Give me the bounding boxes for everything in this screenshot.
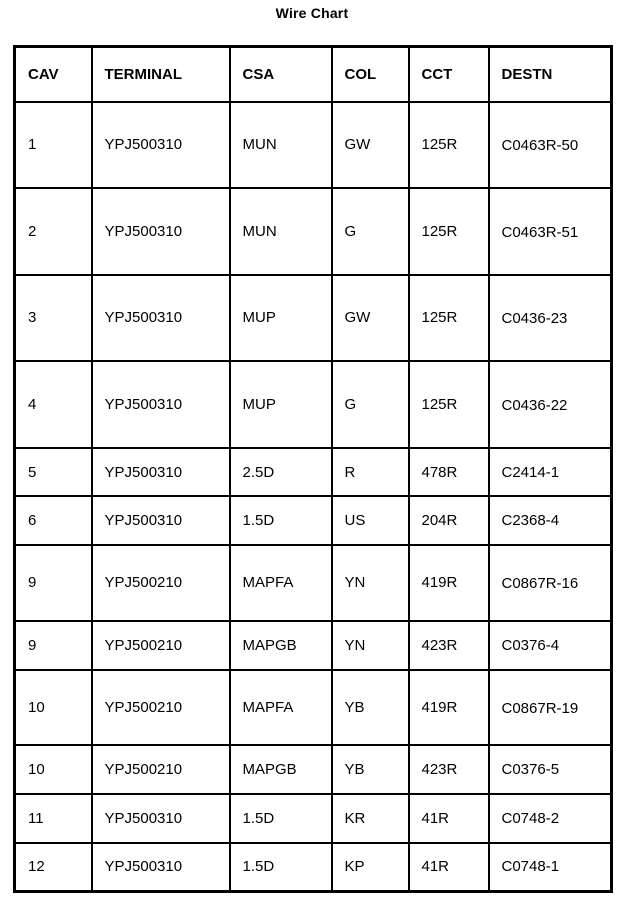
cell-cct: 478R bbox=[407, 446, 490, 498]
table-row: 11 YPJ500310 1.5D KR 41R C0748-2 bbox=[13, 792, 613, 844]
cell-terminal: YPJ500310 bbox=[90, 495, 231, 547]
cell-csa: MUN bbox=[228, 100, 333, 190]
cell-terminal: YPJ500210 bbox=[90, 668, 231, 746]
cell-cav: 10 bbox=[13, 743, 93, 795]
cell-terminal: YPJ500310 bbox=[90, 841, 231, 893]
table-row: 3 YPJ500310 MUP GW 125R C0436-23 bbox=[13, 273, 613, 363]
table-row: 12 YPJ500310 1.5D KP 41R C0748-1 bbox=[13, 841, 613, 893]
cell-cav: 6 bbox=[13, 495, 93, 547]
table-row: 9 YPJ500210 MAPFA YN 419R C0867R-16 bbox=[13, 544, 613, 622]
column-header-terminal: TERMINAL bbox=[90, 45, 231, 103]
table-header-row: CAV TERMINAL CSA COL CCT DESTN bbox=[13, 45, 613, 103]
cell-csa: MUN bbox=[228, 187, 333, 276]
cell-destn: C0463R-51 bbox=[487, 187, 613, 276]
cell-csa: MAPGB bbox=[228, 619, 333, 671]
cell-csa: MUP bbox=[228, 360, 333, 449]
cell-csa: MUP bbox=[228, 273, 333, 363]
column-header-cav: CAV bbox=[13, 45, 93, 103]
cell-destn: C2368-4 bbox=[487, 495, 613, 547]
table-row: 4 YPJ500310 MUP G 125R C0436-22 bbox=[13, 360, 613, 449]
column-header-col: COL bbox=[330, 45, 410, 103]
cell-destn: C0463R-50 bbox=[487, 100, 613, 190]
cell-col: G bbox=[330, 360, 410, 449]
cell-terminal: YPJ500310 bbox=[90, 792, 231, 844]
cell-col: G bbox=[330, 187, 410, 276]
cell-col: YB bbox=[330, 668, 410, 746]
cell-cav: 4 bbox=[13, 360, 93, 449]
page-title: Wire Chart bbox=[275, 5, 349, 21]
cell-csa: MAPFA bbox=[228, 668, 333, 746]
column-header-csa: CSA bbox=[228, 45, 333, 103]
table-row: 9 YPJ500210 MAPGB YN 423R C0376-4 bbox=[13, 619, 613, 671]
cell-cct: 423R bbox=[407, 743, 490, 795]
cell-csa: 1.5D bbox=[228, 495, 333, 547]
cell-destn: C0436-22 bbox=[487, 360, 613, 449]
cell-col: US bbox=[330, 495, 410, 547]
cell-terminal: YPJ500210 bbox=[90, 743, 231, 795]
cell-destn: C2414-1 bbox=[487, 446, 613, 498]
cell-terminal: YPJ500310 bbox=[90, 100, 231, 190]
cell-csa: MAPFA bbox=[228, 544, 333, 622]
cell-col: GW bbox=[330, 273, 410, 363]
column-header-destn: DESTN bbox=[487, 45, 613, 103]
table-row: 6 YPJ500310 1.5D US 204R C2368-4 bbox=[13, 495, 613, 547]
cell-cct: 41R bbox=[407, 841, 490, 893]
cell-destn: C0867R-16 bbox=[487, 544, 613, 622]
cell-cct: 125R bbox=[407, 360, 490, 449]
table-row: 5 YPJ500310 2.5D R 478R C2414-1 bbox=[13, 446, 613, 498]
cell-cct: 419R bbox=[407, 544, 490, 622]
cell-cct: 125R bbox=[407, 187, 490, 276]
cell-col: R bbox=[330, 446, 410, 498]
cell-destn: C0376-5 bbox=[487, 743, 613, 795]
cell-col: YN bbox=[330, 544, 410, 622]
wire-chart-table-container: CAV TERMINAL CSA COL CCT DESTN 1 YPJ50031… bbox=[13, 45, 613, 893]
cell-cct: 419R bbox=[407, 668, 490, 746]
cell-cav: 9 bbox=[13, 619, 93, 671]
cell-csa: 1.5D bbox=[228, 792, 333, 844]
cell-destn: C0376-4 bbox=[487, 619, 613, 671]
cell-cct: 423R bbox=[407, 619, 490, 671]
cell-col: YN bbox=[330, 619, 410, 671]
table-row: 10 YPJ500210 MAPGB YB 423R C0376-5 bbox=[13, 743, 613, 795]
cell-terminal: YPJ500310 bbox=[90, 273, 231, 363]
cell-cct: 125R bbox=[407, 100, 490, 190]
cell-cav: 12 bbox=[13, 841, 93, 893]
table-row: 2 YPJ500310 MUN G 125R C0463R-51 bbox=[13, 187, 613, 276]
cell-cav: 5 bbox=[13, 446, 93, 498]
cell-col: KR bbox=[330, 792, 410, 844]
cell-cav: 11 bbox=[13, 792, 93, 844]
cell-destn: C0748-1 bbox=[487, 841, 613, 893]
cell-csa: 1.5D bbox=[228, 841, 333, 893]
cell-csa: MAPGB bbox=[228, 743, 333, 795]
table-header: CAV TERMINAL CSA COL CCT DESTN bbox=[13, 45, 613, 103]
cell-cav: 3 bbox=[13, 273, 93, 363]
cell-destn: C0748-2 bbox=[487, 792, 613, 844]
cell-cav: 1 bbox=[13, 100, 93, 190]
table-row: 1 YPJ500310 MUN GW 125R C0463R-50 bbox=[13, 100, 613, 190]
table-row: 10 YPJ500210 MAPFA YB 419R C0867R-19 bbox=[13, 668, 613, 746]
cell-terminal: YPJ500210 bbox=[90, 544, 231, 622]
cell-cct: 125R bbox=[407, 273, 490, 363]
cell-terminal: YPJ500310 bbox=[90, 187, 231, 276]
cell-csa: 2.5D bbox=[228, 446, 333, 498]
cell-col: KP bbox=[330, 841, 410, 893]
wire-chart-table: CAV TERMINAL CSA COL CCT DESTN 1 YPJ50031… bbox=[13, 45, 613, 893]
cell-cav: 9 bbox=[13, 544, 93, 622]
cell-terminal: YPJ500310 bbox=[90, 360, 231, 449]
cell-destn: C0436-23 bbox=[487, 273, 613, 363]
cell-col: YB bbox=[330, 743, 410, 795]
cell-col: GW bbox=[330, 100, 410, 190]
cell-cav: 2 bbox=[13, 187, 93, 276]
table-body: 1 YPJ500310 MUN GW 125R C0463R-50 2 YPJ500310 MU… bbox=[13, 100, 613, 893]
cell-terminal: YPJ500310 bbox=[90, 446, 231, 498]
cell-cct: 41R bbox=[407, 792, 490, 844]
cell-cav: 10 bbox=[13, 668, 93, 746]
column-header-cct: CCT bbox=[407, 45, 490, 103]
cell-terminal: YPJ500210 bbox=[90, 619, 231, 671]
cell-destn: C0867R-19 bbox=[487, 668, 613, 746]
cell-cct: 204R bbox=[407, 495, 490, 547]
